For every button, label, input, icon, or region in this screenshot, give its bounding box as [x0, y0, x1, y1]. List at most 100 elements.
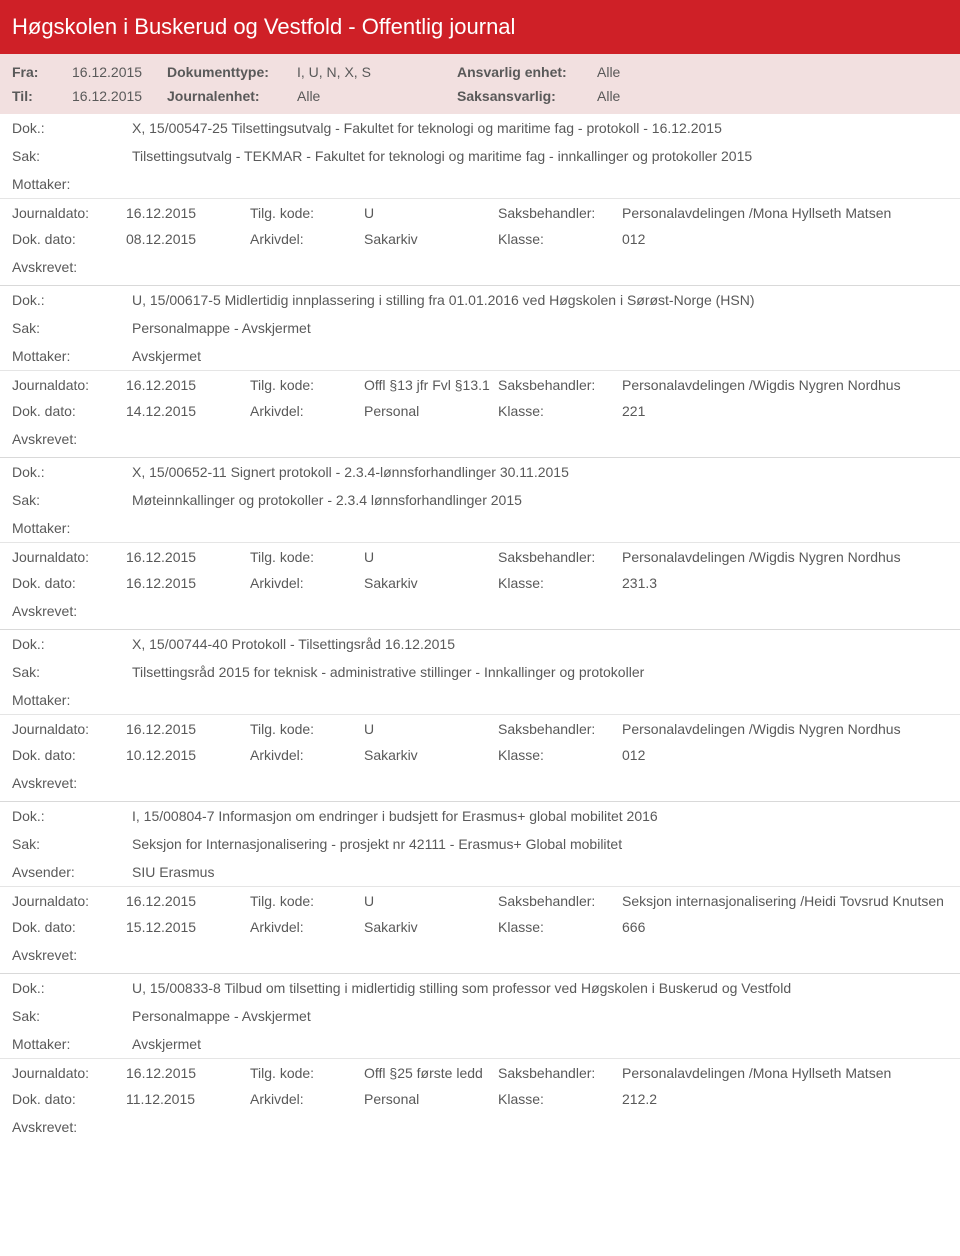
journaldato-value: 16.12.2015: [126, 205, 246, 221]
saksbehandler-value: Personalavdelingen /Wigdis Nygren Nordhu…: [622, 721, 948, 737]
saksbehandler-value: Personalavdelingen /Mona Hyllseth Matsen: [622, 1065, 948, 1081]
avskrevet-label: Avskrevet:: [12, 1119, 77, 1135]
journaldato-value: 16.12.2015: [126, 893, 246, 909]
party-value: Avskjermet: [132, 348, 948, 364]
arkivdel-label: Arkivdel:: [250, 403, 360, 419]
journal-entry: Dok.: X, 15/00652-11 Signert protokoll -…: [0, 457, 960, 629]
dok-row: Dok.: X, 15/00652-11 Signert protokoll -…: [0, 458, 960, 486]
party-value: SIU Erasmus: [132, 864, 948, 880]
sak-value: Tilsettingsråd 2015 for teknisk - admini…: [132, 664, 948, 680]
tilgkode-label: Tilg. kode:: [250, 205, 360, 221]
avskrevet-row: Avskrevet:: [0, 1113, 960, 1145]
sak-label: Sak:: [12, 664, 132, 680]
meta-grid: Journaldato: 16.12.2015 Tilg. kode: U Sa…: [0, 886, 960, 941]
sak-label: Sak:: [12, 836, 132, 852]
journal-entry: Dok.: X, 15/00744-40 Protokoll - Tilsett…: [0, 629, 960, 801]
dok-row: Dok.: I, 15/00804-7 Informasjon om endri…: [0, 802, 960, 830]
journalenhet-value: Alle: [297, 88, 457, 104]
saksbehandler-label: Saksbehandler:: [498, 377, 618, 393]
dok-row: Dok.: X, 15/00547-25 Tilsettingsutvalg -…: [0, 114, 960, 142]
journaldato-label: Journaldato:: [12, 549, 122, 565]
arkivdel-value: Sakarkiv: [364, 747, 494, 763]
party-row: Mottaker: Avskjermet: [0, 1030, 960, 1058]
dok-row: Dok.: U, 15/00833-8 Tilbud om tilsetting…: [0, 974, 960, 1002]
doktype-label: Dokumenttype:: [167, 64, 297, 80]
klasse-value: 012: [622, 747, 948, 763]
tilgkode-value: Offl §13 jfr Fvl §13.1: [364, 377, 494, 393]
klasse-label: Klasse:: [498, 919, 618, 935]
dokdato-value: 16.12.2015: [126, 575, 246, 591]
avskrevet-row: Avskrevet:: [0, 253, 960, 285]
party-row: Mottaker:: [0, 170, 960, 198]
party-row: Avsender: SIU Erasmus: [0, 858, 960, 886]
dokdato-value: 08.12.2015: [126, 231, 246, 247]
dokdato-label: Dok. dato:: [12, 747, 122, 763]
klasse-value: 012: [622, 231, 948, 247]
sak-label: Sak:: [12, 148, 132, 164]
journal-entry: Dok.: I, 15/00804-7 Informasjon om endri…: [0, 801, 960, 973]
dok-value: U, 15/00617-5 Midlertidig innplassering …: [132, 292, 948, 308]
klasse-label: Klasse:: [498, 747, 618, 763]
sak-label: Sak:: [12, 492, 132, 508]
avskrevet-row: Avskrevet:: [0, 769, 960, 801]
filter-bar: Fra: 16.12.2015 Dokumenttype: I, U, N, X…: [0, 54, 960, 114]
meta-grid: Journaldato: 16.12.2015 Tilg. kode: Offl…: [0, 1058, 960, 1113]
til-value: 16.12.2015: [72, 88, 167, 104]
journalenhet-label: Journalenhet:: [167, 88, 297, 104]
journaldato-label: Journaldato:: [12, 721, 122, 737]
saksansvarlig-label: Saksansvarlig:: [457, 88, 597, 104]
saksbehandler-value: Personalavdelingen /Mona Hyllseth Matsen: [622, 205, 948, 221]
avskrevet-label: Avskrevet:: [12, 775, 77, 791]
dokdato-value: 11.12.2015: [126, 1091, 246, 1107]
dokdato-label: Dok. dato:: [12, 231, 122, 247]
arkivdel-label: Arkivdel:: [250, 231, 360, 247]
sak-value: Tilsettingsutvalg - TEKMAR - Fakultet fo…: [132, 148, 948, 164]
dok-value: U, 15/00833-8 Tilbud om tilsetting i mid…: [132, 980, 948, 996]
tilgkode-value: U: [364, 205, 494, 221]
dok-label: Dok.:: [12, 120, 132, 136]
journaldato-value: 16.12.2015: [126, 721, 246, 737]
dok-row: Dok.: X, 15/00744-40 Protokoll - Tilsett…: [0, 630, 960, 658]
sak-label: Sak:: [12, 1008, 132, 1024]
dokdato-value: 10.12.2015: [126, 747, 246, 763]
journaldato-label: Journaldato:: [12, 893, 122, 909]
page-title: Høgskolen i Buskerud og Vestfold - Offen…: [12, 14, 515, 39]
saksansvarlig-value: Alle: [597, 88, 948, 104]
avskrevet-row: Avskrevet:: [0, 941, 960, 973]
page-title-bar: Høgskolen i Buskerud og Vestfold - Offen…: [0, 0, 960, 54]
party-label: Avsender:: [12, 864, 132, 880]
dok-value: X, 15/00652-11 Signert protokoll - 2.3.4…: [132, 464, 948, 480]
party-row: Mottaker: Avskjermet: [0, 342, 960, 370]
dok-label: Dok.:: [12, 292, 132, 308]
tilgkode-label: Tilg. kode:: [250, 1065, 360, 1081]
arkivdel-label: Arkivdel:: [250, 919, 360, 935]
saksbehandler-label: Saksbehandler:: [498, 549, 618, 565]
saksbehandler-value: Personalavdelingen /Wigdis Nygren Nordhu…: [622, 377, 948, 393]
journaldato-label: Journaldato:: [12, 377, 122, 393]
entries-container: Dok.: X, 15/00547-25 Tilsettingsutvalg -…: [0, 114, 960, 1145]
sak-row: Sak: Møteinnkallinger og protokoller - 2…: [0, 486, 960, 514]
dokdato-value: 14.12.2015: [126, 403, 246, 419]
journaldato-value: 16.12.2015: [126, 1065, 246, 1081]
party-label: Mottaker:: [12, 176, 132, 192]
meta-grid: Journaldato: 16.12.2015 Tilg. kode: U Sa…: [0, 542, 960, 597]
arkivdel-value: Sakarkiv: [364, 575, 494, 591]
sak-value: Personalmappe - Avskjermet: [132, 320, 948, 336]
journal-entry: Dok.: U, 15/00617-5 Midlertidig innplass…: [0, 285, 960, 457]
journal-entry: Dok.: U, 15/00833-8 Tilbud om tilsetting…: [0, 973, 960, 1145]
journaldato-label: Journaldato:: [12, 1065, 122, 1081]
sak-row: Sak: Personalmappe - Avskjermet: [0, 1002, 960, 1030]
avskrevet-label: Avskrevet:: [12, 431, 77, 447]
sak-row: Sak: Tilsettingsutvalg - TEKMAR - Fakult…: [0, 142, 960, 170]
dokdato-label: Dok. dato:: [12, 919, 122, 935]
til-label: Til:: [12, 88, 72, 104]
party-label: Mottaker:: [12, 1036, 132, 1052]
dokdato-label: Dok. dato:: [12, 1091, 122, 1107]
tilgkode-value: U: [364, 549, 494, 565]
doktype-value: I, U, N, X, S: [297, 64, 457, 80]
journaldato-value: 16.12.2015: [126, 549, 246, 565]
sak-row: Sak: Seksjon for Internasjonalisering - …: [0, 830, 960, 858]
klasse-value: 231.3: [622, 575, 948, 591]
party-label: Mottaker:: [12, 348, 132, 364]
dok-label: Dok.:: [12, 980, 132, 996]
